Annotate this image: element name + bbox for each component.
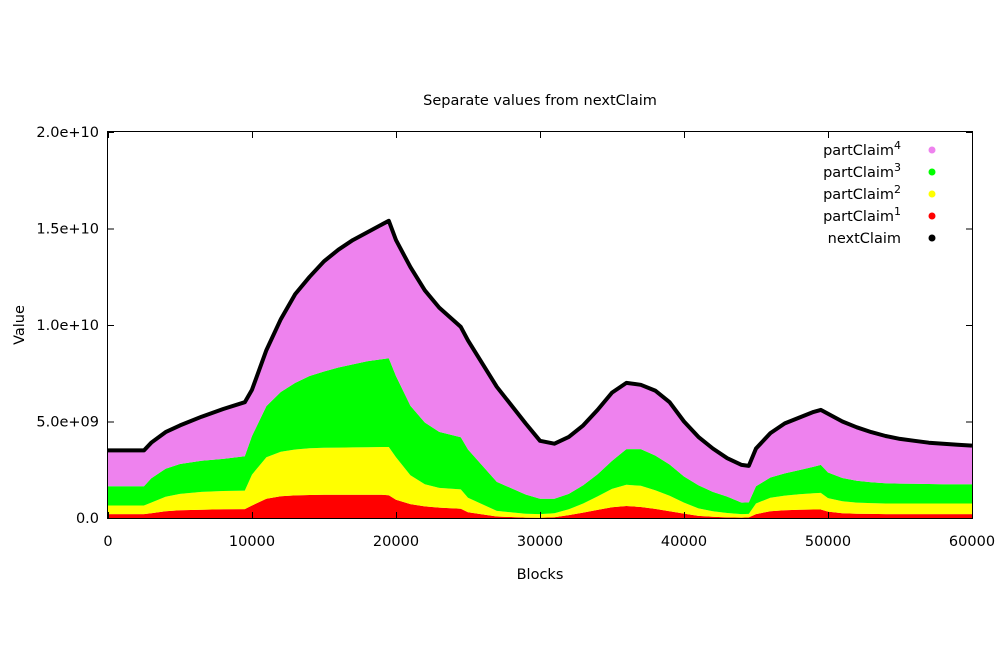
axis-ticks: 0 10000 20000 30000 40000 50000 60000 0.0 5.0e+0… [36, 125, 995, 550]
area-partClaim1 [108, 494, 972, 518]
legend-label-superscript: 2 [894, 183, 901, 196]
total-line-layer [108, 218, 973, 468]
legend-label-partClaim4: partClaim4 [823, 139, 901, 159]
y-tick-label: 5.0e+09 [36, 415, 99, 431]
legend-label-partClaim2: partClaim2 [823, 183, 901, 203]
area-partClaim4 [108, 220, 972, 503]
x-tick-label: 40000 [661, 534, 707, 550]
x-tick-label: 50000 [805, 534, 851, 550]
x-tick-label: 20000 [373, 534, 419, 550]
legend-label-partClaim1: partClaim1 [823, 205, 901, 225]
legend-marker-partClaim4 [928, 146, 936, 154]
legend-marker-partClaim2 [928, 190, 936, 198]
stacked-areas [108, 220, 972, 518]
legend-label-partClaim3: partClaim3 [823, 161, 901, 181]
area-partClaim2 [108, 447, 972, 518]
chart-title: Separate values from nextClaim [423, 93, 657, 109]
legend-label-base: partClaim [823, 165, 894, 181]
x-tick-label: 10000 [229, 534, 275, 550]
legend-marker-nextClaim [928, 234, 936, 242]
x-tick-label: 0 [103, 534, 112, 550]
plot-frame [107, 131, 973, 519]
legend-label-base: partClaim [823, 187, 894, 203]
y-tick-label: 0.0 [76, 511, 99, 527]
legend: partClaim4partClaim3partClaim2partClaim1… [823, 139, 936, 247]
legend-label-superscript: 4 [894, 139, 901, 152]
x-tick-label: 60000 [949, 534, 995, 550]
line-nextClaim [108, 218, 973, 468]
legend-label-base: partClaim [823, 143, 894, 159]
legend-label-nextClaim: nextClaim [828, 231, 901, 247]
x-axis-label: Blocks [517, 567, 564, 583]
x-tick-label: 30000 [517, 534, 563, 550]
y-tick-label: 1.0e+10 [36, 318, 99, 334]
legend-label-superscript: 3 [894, 161, 901, 174]
legend-label-superscript: 1 [894, 205, 901, 218]
y-axis-label: Value [12, 305, 28, 345]
legend-label-base: partClaim [823, 209, 894, 225]
legend-marker-partClaim3 [928, 168, 936, 176]
area-partClaim3 [108, 358, 972, 515]
legend-label-base: nextClaim [828, 231, 901, 247]
y-tick-label: 2.0e+10 [36, 125, 99, 141]
y-tick-label: 1.5e+10 [36, 222, 99, 238]
legend-marker-partClaim1 [928, 212, 936, 220]
